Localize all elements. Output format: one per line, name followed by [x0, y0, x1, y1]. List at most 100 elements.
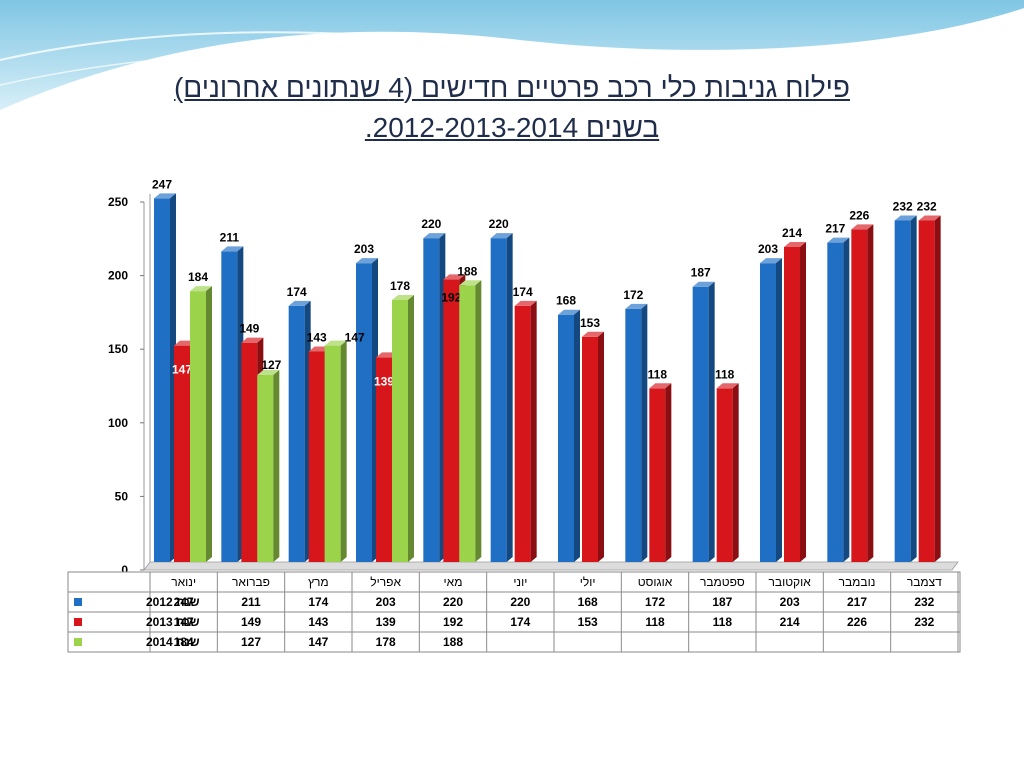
data-label-3-2: 127	[261, 358, 281, 372]
bar-top-1-10	[760, 258, 782, 264]
bar-2-11	[851, 229, 868, 562]
chart-floor	[143, 561, 959, 571]
y-tick-label: 0	[121, 563, 128, 577]
bar-1-10	[760, 263, 776, 562]
table-cell-2-5: 192	[443, 615, 463, 629]
bar-2-9	[716, 388, 733, 562]
table-header-3: מרץ	[308, 575, 329, 589]
bar-2-5	[443, 279, 460, 562]
bar-top-1-2	[221, 246, 244, 252]
bar-top-2-10	[784, 241, 806, 247]
table-cell-1-1: 247	[174, 595, 194, 609]
bar-side-3-1	[206, 286, 212, 562]
data-label-2-3: 143	[307, 331, 327, 345]
bar-top-2-6	[514, 300, 537, 306]
y-tick-label: 200	[108, 269, 128, 283]
table-header-11: נובמבר	[839, 575, 876, 589]
bar-side-3-5	[475, 280, 482, 562]
table-header-8: אוגוסט	[638, 575, 673, 589]
y-tick-label: 50	[115, 489, 129, 503]
bar-top-3-1	[190, 286, 212, 292]
bar-2-2	[241, 342, 258, 562]
table-cell-3-2: 127	[241, 635, 261, 649]
table-header-10: אוקטובר	[769, 575, 812, 589]
bar-side-1-9	[708, 281, 715, 562]
table-cell-1-2: 211	[241, 595, 261, 609]
table-header-1: ינואר	[171, 575, 196, 589]
legend-swatch-2	[74, 618, 82, 626]
bar-top-1-1	[154, 193, 176, 199]
bar-top-3-5	[459, 280, 482, 286]
data-label-1-8: 172	[623, 288, 643, 302]
data-label-2-1: 147	[172, 363, 192, 377]
bar-top-2-9	[716, 383, 739, 389]
bar-3-3	[324, 345, 341, 562]
table-cell-3-5: 188	[443, 635, 463, 649]
table-cell-1-9: 187	[712, 595, 732, 609]
bar-3-4	[392, 299, 408, 562]
bar-top-2-8	[649, 383, 672, 389]
bar-top-2-12	[918, 215, 941, 221]
table-cell-2-6: 174	[510, 615, 530, 629]
bar-top-1-4	[356, 258, 378, 264]
bar-side-2-7	[598, 331, 604, 562]
table-header-4: אפריל	[370, 575, 401, 589]
bar-side-2-10	[800, 241, 806, 562]
bar-1-5	[423, 238, 440, 562]
table-cell-2-3: 143	[308, 615, 328, 629]
data-label-3-1: 184	[188, 270, 208, 284]
legend-swatch-1	[74, 598, 82, 606]
bar-top-2-11	[851, 224, 874, 230]
table-header-2: פברואר	[232, 575, 270, 589]
bar-2-10	[784, 246, 800, 562]
bar-top-1-7	[558, 309, 580, 315]
data-label-2-12: 232	[917, 199, 937, 213]
data-label-1-10: 203	[758, 242, 778, 256]
bar-top-1-6	[490, 233, 513, 239]
table-cell-1-4: 203	[376, 595, 396, 609]
table-cell-2-1: 147	[174, 615, 194, 629]
table-cell-2-12: 232	[914, 615, 934, 629]
bar-top-1-9	[692, 281, 715, 287]
data-label-1-4: 203	[354, 242, 374, 256]
bar-2-3	[308, 351, 325, 562]
bar-1-7	[558, 314, 574, 562]
bar-1-9	[692, 286, 709, 562]
bar-1-8	[625, 308, 642, 562]
bar-2-1	[174, 345, 190, 562]
table-cell-1-8: 172	[645, 595, 665, 609]
bar-side-2-8	[665, 383, 672, 562]
bar-side-3-4	[408, 294, 414, 562]
data-label-2-8: 118	[648, 367, 668, 381]
bar-side-3-3	[340, 340, 347, 562]
bar-side-1-7	[574, 309, 580, 562]
data-label-3-3: 147	[345, 331, 365, 345]
table-cell-3-1: 184	[174, 635, 194, 649]
bar-top-3-3	[324, 340, 347, 346]
bar-side-3-2	[273, 370, 280, 562]
bar-1-1	[154, 198, 170, 562]
bar-side-2-6	[530, 300, 537, 562]
bar-1-3	[288, 305, 305, 562]
data-label-1-6: 220	[489, 217, 509, 231]
bar-1-2	[221, 251, 238, 562]
table-cell-3-4: 178	[376, 635, 396, 649]
bar-top-1-12	[894, 215, 917, 221]
bar-2-8	[649, 388, 666, 562]
bar-side-1-8	[641, 303, 648, 562]
bar-side-1-11	[843, 237, 850, 563]
data-label-2-7: 153	[580, 316, 600, 330]
bar-1-6	[490, 238, 507, 562]
table-cell-2-9: 118	[713, 615, 733, 629]
table-cell-1-7: 168	[578, 595, 598, 609]
table-cell-2-2: 149	[241, 615, 261, 629]
data-label-1-2: 211	[220, 230, 240, 244]
data-label-3-4: 178	[390, 279, 410, 293]
bar-side-2-12	[934, 215, 941, 562]
table-cell-1-11: 217	[847, 595, 867, 609]
bar-side-1-12	[910, 215, 917, 562]
data-label-3-5: 188	[457, 264, 477, 278]
data-label-2-2: 149	[239, 322, 259, 336]
bar-1-4	[356, 263, 372, 562]
